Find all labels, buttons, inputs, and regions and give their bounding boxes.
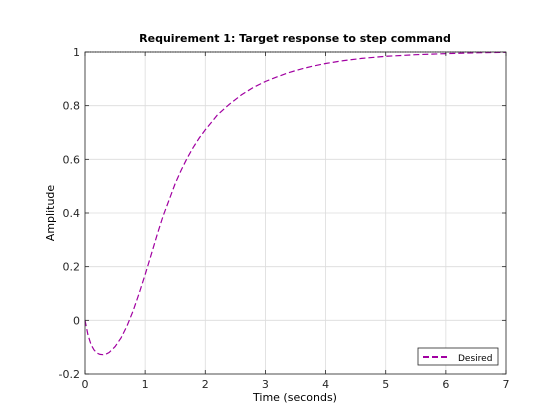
x-tick-label: 4 [322,378,329,391]
y-tick-label: 0.4 [63,207,81,220]
y-tick-label: -0.2 [59,368,80,381]
x-tick-label: 7 [503,378,510,391]
plot-layer [84,51,507,356]
x-tick-label: 2 [202,378,209,391]
y-tick-label: 0.2 [63,261,81,274]
y-axis-label: Amplitude [44,185,57,242]
legend[interactable]: Desired [417,347,499,366]
y-tick-label: 1 [73,46,80,59]
y-tick-label: 0.8 [63,100,81,113]
legend-box [417,347,499,366]
tick-layer: 0 1 2 3 4 5 6 7-0.200.20.40.60.81 [59,46,510,391]
x-tick-label: 5 [382,378,389,391]
legend-label-desired: Desired [458,354,492,364]
x-tick-label: 3 [262,378,269,391]
grid-layer [84,51,507,375]
x-tick-label: 1 [142,378,149,391]
chart-title: Requirement 1: Target response to step c… [139,32,451,45]
x-tick-label: 6 [442,378,449,391]
x-tick-label: 0 [82,378,89,391]
y-tick-label: 0.6 [63,153,81,166]
y-tick-label: 0 [73,314,80,327]
x-axis-label: Time (seconds) [252,391,337,404]
series-line-desired [84,51,507,356]
